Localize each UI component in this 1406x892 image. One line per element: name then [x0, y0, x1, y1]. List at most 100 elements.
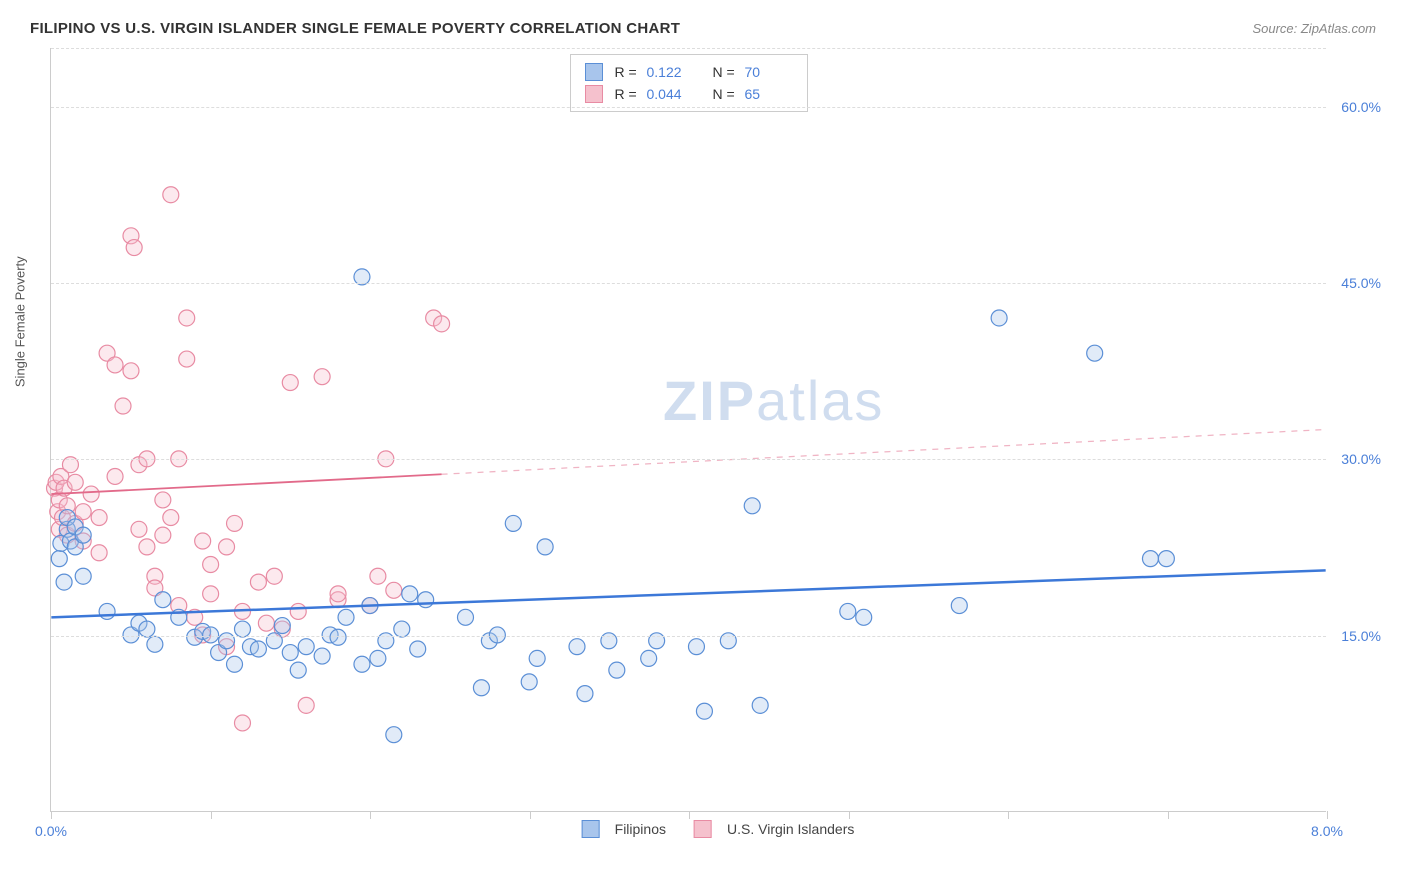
data-point	[91, 510, 107, 526]
gridline-h	[51, 283, 1326, 284]
trend-line	[51, 570, 1325, 617]
data-point	[752, 697, 768, 713]
data-point	[203, 557, 219, 573]
x-tick	[1008, 811, 1009, 819]
data-point	[126, 240, 142, 256]
data-point	[314, 648, 330, 664]
data-point	[298, 639, 314, 655]
x-tick	[1327, 811, 1328, 819]
chart-title: FILIPINO VS U.S. VIRGIN ISLANDER SINGLE …	[30, 20, 680, 37]
data-point	[298, 697, 314, 713]
series-legend-filipinos: Filipinos	[582, 820, 666, 838]
data-point	[91, 545, 107, 561]
x-tick	[51, 811, 52, 819]
y-tick-label: 60.0%	[1341, 99, 1381, 115]
data-point	[234, 715, 250, 731]
data-point	[163, 510, 179, 526]
data-point	[123, 363, 139, 379]
gridline-h	[51, 107, 1326, 108]
data-point	[147, 636, 163, 652]
legend-swatch-filipinos-icon	[582, 820, 600, 838]
data-point	[529, 650, 545, 666]
data-point	[1142, 551, 1158, 567]
data-point	[434, 316, 450, 332]
data-point	[402, 586, 418, 602]
data-point	[338, 609, 354, 625]
data-point	[386, 727, 402, 743]
data-point	[195, 533, 211, 549]
data-point	[155, 592, 171, 608]
data-point	[856, 609, 872, 625]
data-point	[155, 492, 171, 508]
data-point	[75, 504, 91, 520]
y-axis-label: Single Female Poverty	[13, 256, 28, 387]
data-point	[107, 357, 123, 373]
y-tick-label: 45.0%	[1341, 275, 1381, 291]
scatter-svg	[51, 48, 1326, 811]
data-point	[386, 582, 402, 598]
data-point	[991, 310, 1007, 326]
data-point	[282, 375, 298, 391]
data-point	[370, 650, 386, 666]
data-point	[473, 680, 489, 696]
data-point	[139, 539, 155, 555]
data-point	[282, 645, 298, 661]
gridline-h	[51, 48, 1326, 49]
data-point	[227, 656, 243, 672]
legend-swatch-usvi-icon	[694, 820, 712, 838]
data-point	[505, 515, 521, 531]
chart-container: Single Female Poverty ZIPatlas R = 0.122…	[50, 48, 1386, 842]
x-tick	[370, 811, 371, 819]
x-tick	[211, 811, 212, 819]
trend-line-extrapolated	[442, 430, 1326, 475]
x-tick-label: 8.0%	[1311, 823, 1343, 839]
data-point	[744, 498, 760, 514]
data-point	[354, 656, 370, 672]
data-point	[609, 662, 625, 678]
data-point	[266, 568, 282, 584]
gridline-h	[51, 636, 1326, 637]
data-point	[227, 515, 243, 531]
data-point	[840, 603, 856, 619]
data-point	[458, 609, 474, 625]
data-point	[410, 641, 426, 657]
data-point	[330, 586, 346, 602]
data-point	[521, 674, 537, 690]
data-point	[67, 474, 83, 490]
x-tick-label: 0.0%	[35, 823, 67, 839]
data-point	[115, 398, 131, 414]
data-point	[330, 629, 346, 645]
series-legend-usvi: U.S. Virgin Islanders	[694, 820, 854, 838]
data-point	[258, 615, 274, 631]
data-point	[696, 703, 712, 719]
data-point	[107, 468, 123, 484]
data-point	[537, 539, 553, 555]
data-point	[1158, 551, 1174, 567]
data-point	[290, 603, 306, 619]
data-point	[394, 621, 410, 637]
data-point	[51, 551, 67, 567]
y-tick-label: 30.0%	[1341, 451, 1381, 467]
data-point	[250, 641, 266, 657]
data-point	[370, 568, 386, 584]
data-point	[418, 592, 434, 608]
data-point	[75, 568, 91, 584]
source-attribution: Source: ZipAtlas.com	[1252, 21, 1376, 36]
data-point	[569, 639, 585, 655]
data-point	[131, 521, 147, 537]
data-point	[203, 586, 219, 602]
data-point	[75, 527, 91, 543]
x-tick	[1168, 811, 1169, 819]
data-point	[290, 662, 306, 678]
data-point	[274, 618, 290, 634]
data-point	[250, 574, 266, 590]
data-point	[234, 621, 250, 637]
gridline-h	[51, 459, 1326, 460]
x-tick	[689, 811, 690, 819]
data-point	[179, 310, 195, 326]
data-point	[577, 686, 593, 702]
data-point	[688, 639, 704, 655]
series-legend-filipinos-label: Filipinos	[615, 821, 666, 837]
data-point	[83, 486, 99, 502]
data-point	[99, 603, 115, 619]
